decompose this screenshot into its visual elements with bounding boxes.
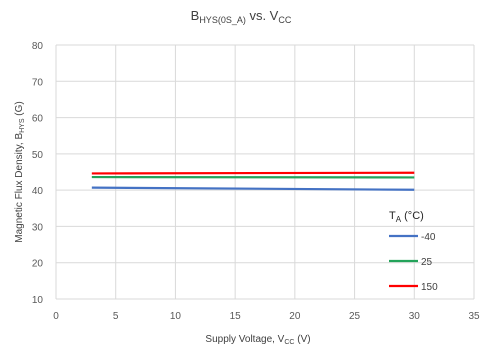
legend-title: TA (°C) [389, 210, 424, 224]
y-tick-label: 30 [32, 222, 44, 233]
x-tick-label: 15 [230, 311, 242, 322]
x-tick-label: 5 [113, 311, 119, 322]
legend-label--40: -40 [421, 232, 436, 243]
x-tick-label: 30 [409, 311, 421, 322]
x-tick-label: 10 [170, 311, 182, 322]
x-tick-label: 20 [289, 311, 301, 322]
y-tick-label: 80 [32, 41, 44, 52]
legend-label-25: 25 [421, 257, 433, 268]
series-line--40 [91, 186, 415, 191]
x-tick-label: 35 [468, 311, 480, 322]
x-tick-label: 25 [349, 311, 361, 322]
chart-title: BHYS(0S_A) vs. VCC [191, 8, 292, 25]
legend: TA (°C) -40 25 150 [389, 210, 438, 293]
y-axis-label: Magnetic Flux Density, BHYS (G) [14, 101, 26, 242]
x-tick-label: 0 [53, 311, 59, 322]
series-group [91, 171, 415, 191]
legend-label-150: 150 [421, 282, 438, 293]
x-axis-ticks: 0 5 10 15 20 25 30 35 [53, 311, 480, 322]
x-axis-label: Supply Voltage, VCC (V) [205, 334, 310, 346]
y-tick-label: 60 [32, 114, 44, 125]
y-tick-label: 20 [32, 259, 44, 270]
y-axis-ticks: 10 20 30 40 50 60 70 80 [32, 41, 44, 306]
y-tick-label: 70 [32, 77, 44, 88]
y-tick-label: 50 [32, 150, 44, 161]
y-tick-label: 40 [32, 186, 44, 197]
series-line-150 [91, 171, 415, 175]
y-tick-label: 10 [32, 295, 44, 306]
